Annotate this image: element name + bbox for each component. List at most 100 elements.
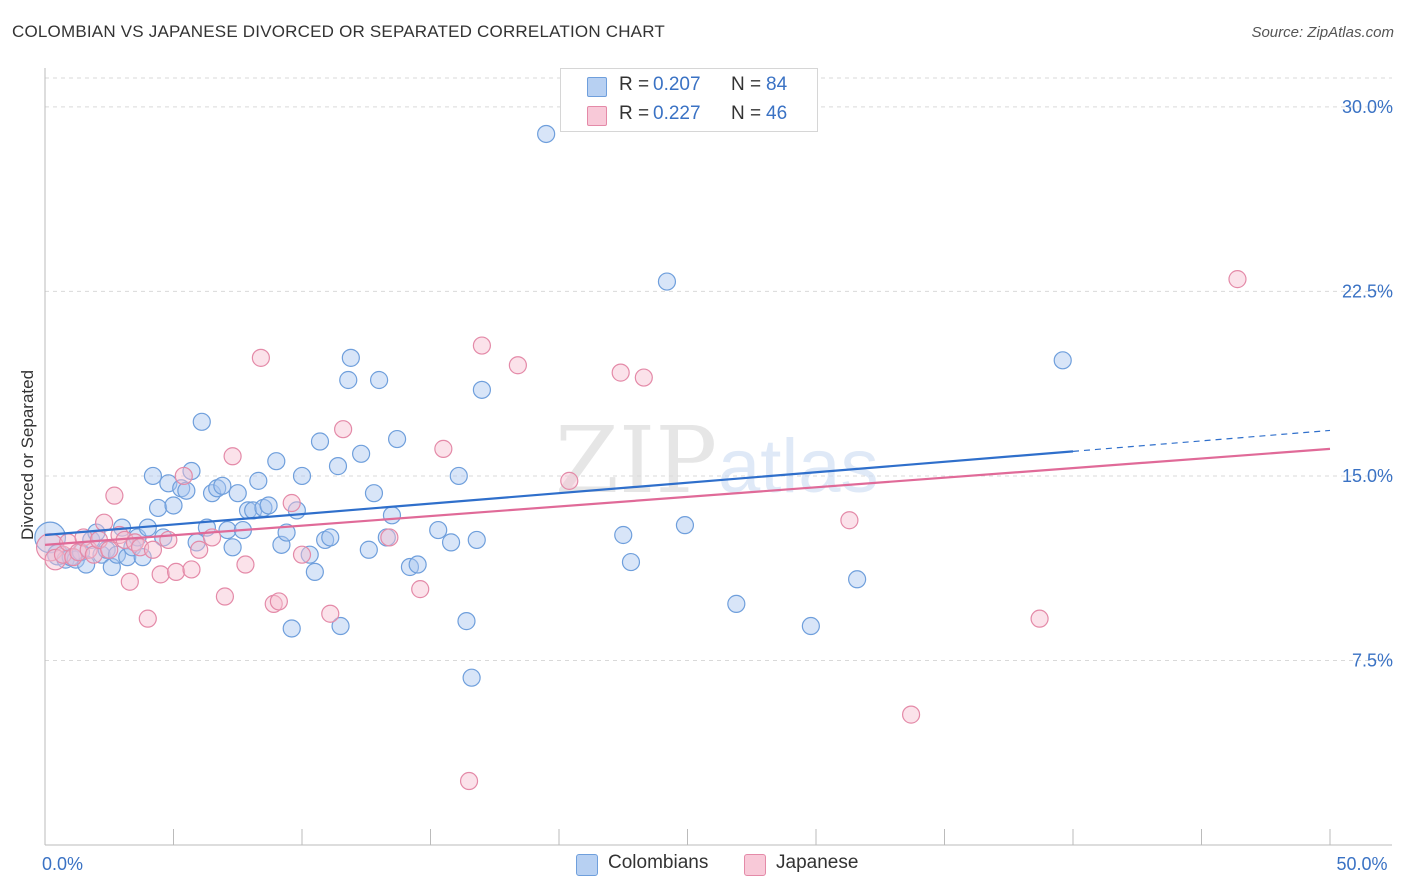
source-credit: Source: ZipAtlas.com [1251, 24, 1394, 41]
japanese-point [292, 545, 312, 564]
colombian-point [213, 476, 232, 495]
colombian-point [408, 555, 427, 574]
japanese-point [282, 493, 301, 513]
japanese-point [269, 592, 288, 611]
colombian-point [382, 506, 402, 525]
colombian-point [1053, 351, 1072, 370]
colombian-point [449, 466, 468, 486]
colombian-point [341, 348, 360, 367]
n-value: 84 [766, 74, 788, 95]
colombian-point [364, 484, 384, 503]
colombian-point [429, 520, 448, 540]
colombian-point [359, 540, 378, 559]
watermark-atlas: atlas [718, 424, 879, 509]
colombian-point [331, 616, 350, 636]
r-value: 0.227 [653, 103, 701, 124]
r-value: 0.207 [653, 74, 701, 95]
watermark-zip: ZIP [555, 407, 717, 514]
colombian-point [267, 452, 286, 471]
colombian-point [282, 619, 301, 638]
tick-labels: 7.5% 15.0% 22.5% 30.0% 0.0% 50.0% [42, 97, 1393, 874]
colombian-point [292, 466, 312, 486]
japanese-point [105, 486, 124, 505]
colombians-trend-line [44, 450, 1074, 537]
colombian-point [305, 562, 324, 582]
y-tick-label: 22.5% [1342, 281, 1393, 301]
colombian-point [300, 545, 319, 564]
japanese-point [174, 466, 193, 486]
y-tick-label: 30.0% [1342, 97, 1393, 117]
japanese-point [380, 528, 399, 547]
japanese-point [459, 771, 479, 791]
colombian-point [441, 533, 461, 552]
colombian-point [328, 457, 348, 476]
colombian-point [177, 481, 196, 500]
colombian-point [801, 616, 820, 636]
colombians-swatch [587, 77, 607, 97]
japanese-swatch [587, 106, 607, 126]
stats-legend-row-colombians: R = 0.207 N = 84 [561, 71, 817, 101]
japanese-point [1030, 609, 1049, 628]
japanese-point [472, 336, 491, 355]
axes [44, 68, 1392, 846]
japanese-point [840, 511, 859, 530]
colombian-point [621, 552, 641, 572]
colombian-point [259, 496, 278, 515]
japanese-point [166, 562, 186, 582]
stats-legend-row-japanese: R = 0.227 N = 46 [561, 100, 817, 130]
colombian-point [614, 525, 633, 545]
stats-legend: R = 0.207 N = 84 R = 0.227 N = 46 [560, 68, 818, 132]
legend-label-colombians: Colombians [608, 852, 709, 873]
japanese-point [508, 356, 527, 375]
japanese-point [182, 560, 201, 579]
colombians-trend-extension [1072, 429, 1331, 452]
japanese-point [321, 604, 340, 623]
japanese-point [560, 471, 579, 490]
colombian-point [848, 570, 867, 589]
n-value: 46 [766, 103, 788, 124]
r-label: R = [619, 103, 650, 124]
chart-title: COLOMBIAN VS JAPANESE DIVORCED OR SEPARA… [12, 22, 665, 41]
y-tick-label: 7.5% [1352, 650, 1393, 670]
japanese-point [236, 555, 255, 574]
colombian-point [310, 432, 330, 451]
japanese-point [138, 609, 157, 628]
japanese-point [411, 580, 430, 599]
colombian-point [228, 484, 247, 503]
colombian-point [537, 124, 556, 144]
colombian-point [192, 412, 211, 431]
japanese-point [120, 572, 139, 591]
y-tick-label: 15.0% [1342, 466, 1393, 486]
data-points [34, 124, 1247, 791]
colombian-point [34, 521, 67, 554]
japanese-point [334, 420, 353, 439]
colombian-point [143, 466, 163, 486]
japanese-point [215, 587, 234, 606]
japanese-point [251, 348, 270, 367]
colombian-point [462, 668, 481, 687]
japanese-point [223, 447, 242, 466]
colombian-point [472, 380, 491, 399]
colombian-point [387, 429, 407, 449]
series-legend: Colombians Japanese [0, 852, 1406, 876]
n-label: N = [731, 103, 762, 124]
colombian-point [277, 523, 296, 542]
r-label: R = [619, 74, 650, 95]
colombian-point [223, 538, 242, 557]
japanese-point [634, 368, 653, 387]
japanese-legend-swatch [744, 854, 766, 876]
colombian-point [657, 272, 677, 291]
japanese-trend-line [44, 447, 1331, 546]
japanese-point [190, 540, 209, 559]
colombian-point [164, 496, 183, 515]
japanese-point [100, 540, 119, 559]
colombian-point [148, 498, 168, 518]
trend-lines [44, 429, 1331, 546]
colombian-point [352, 444, 371, 463]
japanese-point [901, 705, 921, 724]
colombians-legend-swatch [576, 854, 598, 876]
colombian-point [727, 594, 746, 613]
n-label: N = [731, 74, 762, 95]
colombian-point [370, 370, 389, 390]
